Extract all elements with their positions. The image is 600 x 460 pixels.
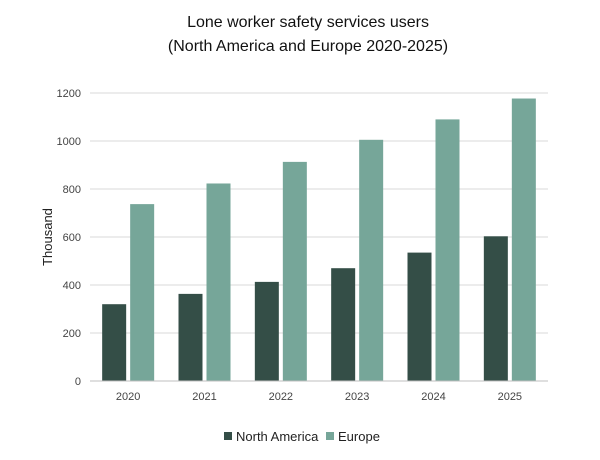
y-tick-label: 600 bbox=[63, 232, 81, 244]
y-axis-title: Thousand bbox=[40, 208, 55, 266]
y-tick-label: 800 bbox=[63, 184, 81, 196]
legend-label-europe: Europe bbox=[338, 429, 380, 444]
chart-title-line-1: Lone worker safety services users bbox=[187, 14, 429, 31]
bar-europe-2020 bbox=[130, 204, 155, 381]
y-tick-label: 0 bbox=[75, 376, 81, 388]
bar-north-america-2021 bbox=[178, 293, 203, 381]
y-axis-tick-labels: 0 200 400 600 800 1000 1200 bbox=[57, 88, 81, 388]
bar-north-america-2022 bbox=[254, 281, 279, 381]
bar-europe-2023 bbox=[359, 139, 384, 381]
bar-north-america-2024 bbox=[407, 252, 432, 381]
legend-swatch-north-america bbox=[224, 432, 232, 440]
bar-europe-2025 bbox=[511, 98, 536, 382]
bar-europe-2022 bbox=[282, 161, 307, 381]
legend-label-north-america: North America bbox=[236, 429, 319, 444]
bar-europe-2024 bbox=[435, 119, 460, 382]
x-tick-label: 2024 bbox=[421, 391, 445, 403]
bar-north-america-2023 bbox=[331, 268, 356, 381]
x-tick-label: 2025 bbox=[498, 391, 522, 403]
bar-north-america-2020 bbox=[102, 304, 127, 381]
legend: North America Europe bbox=[224, 429, 380, 444]
y-tick-label: 1200 bbox=[57, 88, 81, 100]
y-tick-label: 400 bbox=[63, 280, 81, 292]
bars bbox=[102, 98, 536, 382]
chart-title-line-2: (North America and Europe 2020-2025) bbox=[168, 38, 448, 55]
x-axis-tick-labels: 2020 2021 2022 2023 2024 2025 bbox=[116, 391, 522, 403]
bar-north-america-2025 bbox=[483, 236, 508, 381]
y-tick-label: 1000 bbox=[57, 136, 81, 148]
legend-swatch-europe bbox=[326, 432, 334, 440]
bar-europe-2021 bbox=[206, 183, 231, 381]
gridlines bbox=[90, 92, 548, 334]
x-tick-label: 2020 bbox=[116, 391, 140, 403]
x-tick-label: 2023 bbox=[345, 391, 369, 403]
y-tick-label: 200 bbox=[63, 328, 81, 340]
x-tick-label: 2022 bbox=[269, 391, 293, 403]
x-tick-label: 2021 bbox=[192, 391, 216, 403]
